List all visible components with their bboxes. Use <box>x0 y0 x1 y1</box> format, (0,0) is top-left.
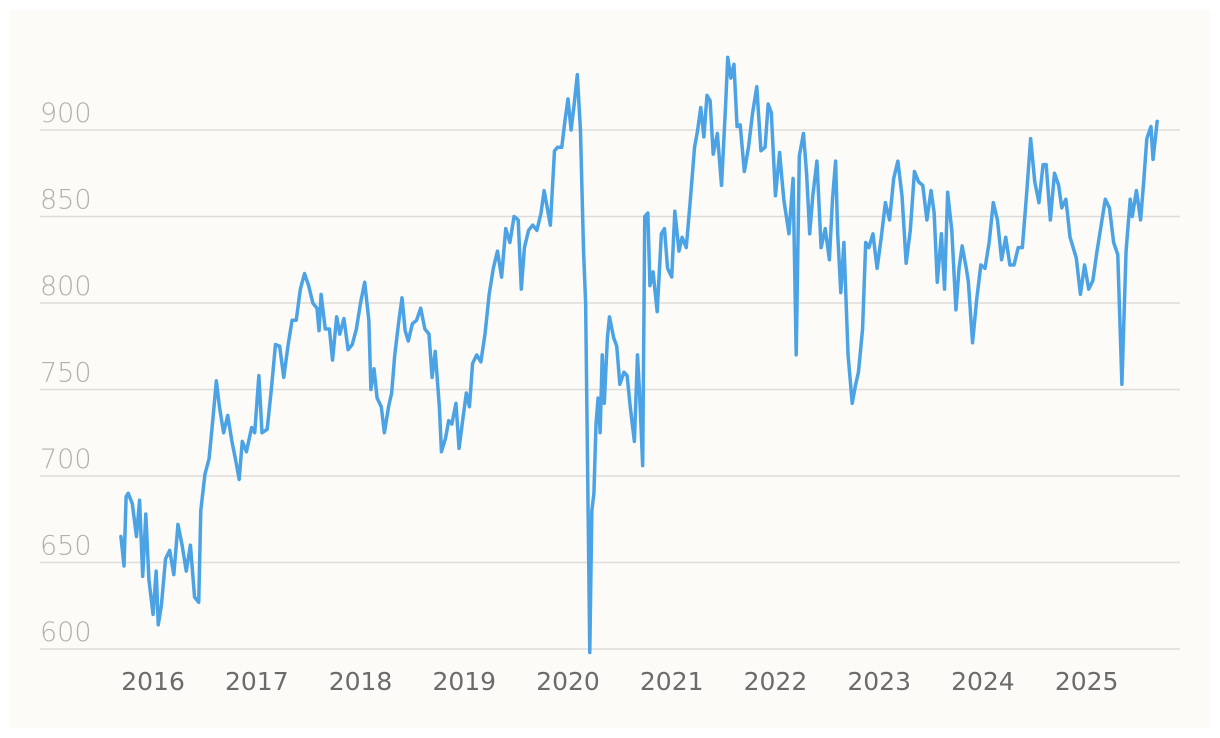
y-tick-label: 700 <box>40 444 92 475</box>
chart-background <box>10 10 1210 728</box>
data-line <box>119 55 1159 655</box>
y-tick-label: 850 <box>40 185 92 216</box>
x-tick-label: 2025 <box>1055 667 1119 696</box>
x-tick-label: 2016 <box>121 667 185 696</box>
x-tick-label: 2021 <box>640 667 704 696</box>
x-tick-label: 2019 <box>432 667 496 696</box>
x-tick-label: 2018 <box>329 667 393 696</box>
x-tick-label: 2017 <box>225 667 289 696</box>
y-tick-label: 600 <box>40 617 92 648</box>
x-tick-label: 2022 <box>744 667 808 696</box>
y-tick-label: 800 <box>40 271 92 302</box>
x-tick-label: 2024 <box>951 667 1015 696</box>
y-tick-label: 750 <box>40 358 92 389</box>
y-tick-label: 900 <box>40 98 92 129</box>
x-tick-label: 2020 <box>536 667 600 696</box>
y-tick-label: 650 <box>40 531 92 562</box>
x-tick-label: 2023 <box>847 667 911 696</box>
